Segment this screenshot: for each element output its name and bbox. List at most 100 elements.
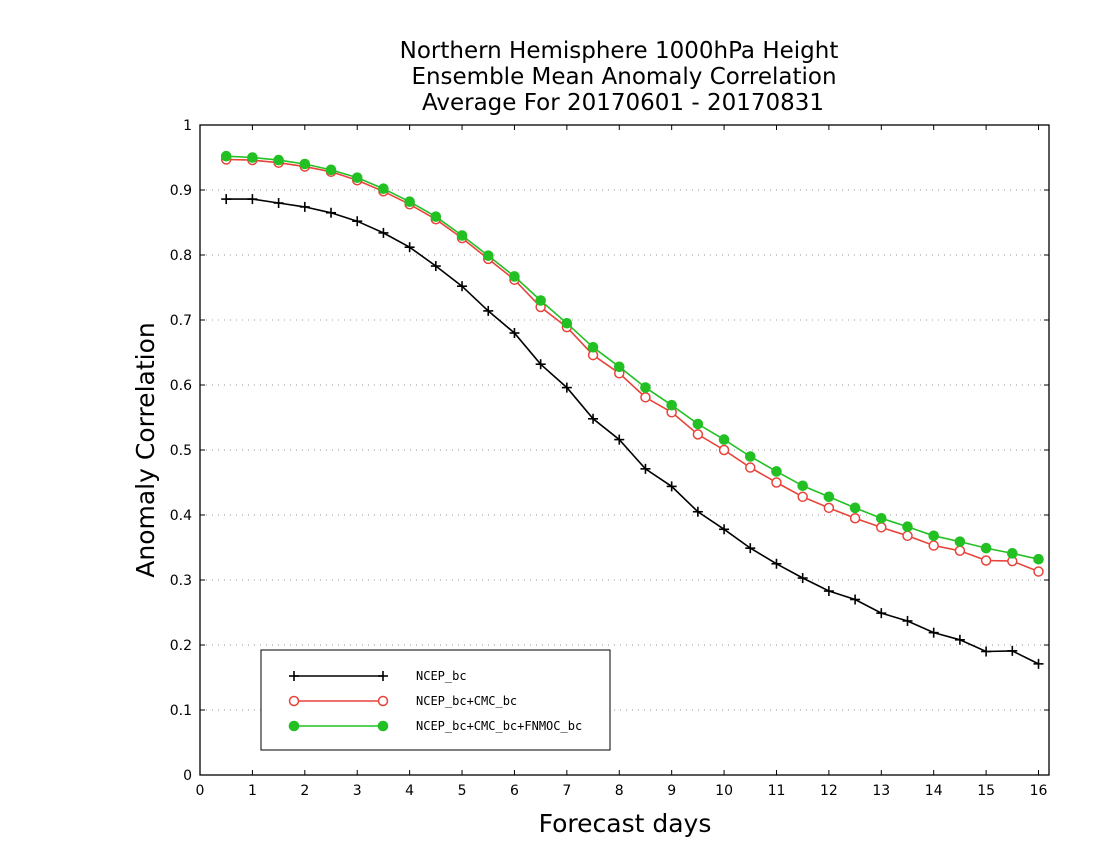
data-point (954, 634, 965, 645)
data-point (745, 543, 756, 554)
data-point (928, 627, 939, 638)
x-tick-label: 15 (977, 783, 995, 799)
data-point (1007, 645, 1018, 656)
x-tick-label: 4 (405, 783, 414, 799)
y-tick-label: 0 (183, 768, 192, 784)
x-tick-label: 3 (353, 783, 362, 799)
data-point (288, 720, 300, 732)
legend-box (260, 649, 611, 751)
x-tick-label: 8 (615, 783, 624, 799)
data-point (797, 480, 808, 492)
data-series (220, 150, 1044, 669)
data-point (823, 586, 834, 597)
y-tick-label: 0.5 (170, 443, 192, 459)
data-point (876, 608, 887, 619)
data-point (640, 382, 651, 393)
y-tick-label: 0.4 (170, 508, 192, 524)
data-point (980, 555, 992, 566)
data-point (273, 198, 284, 208)
data-point (351, 172, 363, 183)
axis-ticks (199, 124, 1049, 776)
data-point (483, 305, 494, 316)
chart-title: Northern Hemisphere 1000hPa Height Ensem… (400, 38, 839, 116)
title-line-1: Northern Hemisphere 1000hPa Height (400, 38, 839, 64)
y-tick-label: 0.6 (170, 378, 192, 394)
data-point (823, 491, 835, 503)
title-line-3: Average For 20170601 - 20170831 (422, 90, 824, 116)
y-tick-label: 0.1 (170, 703, 192, 719)
x-tick-label: 2 (300, 783, 309, 799)
data-point (378, 227, 389, 238)
data-point (849, 502, 861, 514)
x-tick-label: 11 (768, 783, 786, 799)
data-point (535, 359, 546, 370)
data-point (1033, 553, 1044, 565)
data-point (613, 361, 625, 373)
data-point (378, 183, 389, 194)
data-point (1033, 658, 1044, 669)
data-point (902, 521, 913, 533)
data-point (902, 615, 913, 626)
data-point (404, 242, 415, 253)
data-point (1007, 548, 1018, 559)
data-point (640, 392, 651, 403)
legend-entry: NCEP_bc+CMC_bc+FNMOC_bc (288, 719, 582, 733)
data-point (377, 695, 389, 707)
legend: NCEP_bc NCEP_bc+CMC_bc NCEP_bc+CMC_bc+FNMO… (260, 649, 611, 751)
data-point (771, 477, 782, 488)
data-point (247, 152, 258, 163)
data-point (823, 502, 835, 514)
data-point (221, 194, 232, 205)
x-tick-label: 6 (510, 783, 519, 799)
x-tick-label: 5 (458, 783, 467, 799)
data-point (902, 530, 913, 542)
data-point (325, 164, 337, 176)
x-tick-label: 16 (1030, 783, 1048, 799)
legend-label: NCEP_bc+CMC_bc+FNMOC_bc (416, 719, 582, 733)
data-point (981, 646, 992, 657)
x-tick-label: 0 (196, 783, 205, 799)
data-point (247, 194, 258, 205)
data-point (928, 530, 940, 542)
title-line-2: Ensemble Mean Anomaly Correlation (411, 64, 836, 90)
data-point (326, 207, 337, 218)
data-point (456, 230, 468, 241)
legend-label: NCEP_bc (416, 669, 467, 683)
data-point (220, 150, 232, 162)
x-tick-label: 7 (562, 783, 571, 799)
data-point (509, 328, 520, 338)
data-point (718, 434, 730, 445)
x-tick-label: 10 (715, 783, 733, 799)
data-point (614, 434, 625, 445)
data-point (430, 261, 441, 272)
y-tick-label: 0.2 (170, 638, 192, 654)
data-point (378, 671, 388, 681)
data-point (692, 506, 703, 517)
data-point (797, 573, 808, 584)
series-line (226, 198, 1039, 665)
data-point (588, 413, 599, 424)
data-point (404, 196, 415, 207)
data-point (587, 342, 599, 353)
data-point (797, 491, 808, 503)
gridlines (200, 189, 1049, 711)
y-tick-label: 0.9 (170, 183, 192, 199)
data-point (849, 513, 861, 524)
x-tick-label: 12 (820, 783, 838, 799)
data-point (299, 158, 311, 170)
y-axis-label: Anomaly Correlation (131, 322, 160, 577)
data-point (692, 418, 704, 430)
data-point (745, 462, 756, 473)
series-1 (221, 194, 1044, 669)
legend-entry: NCEP_bc+CMC_bc (288, 694, 517, 708)
y-tick-label: 0.8 (170, 248, 192, 264)
data-point (666, 399, 677, 411)
data-point (299, 201, 310, 212)
data-point (771, 558, 782, 569)
data-point (954, 545, 966, 556)
data-point (850, 594, 861, 605)
data-point (640, 463, 651, 474)
x-tick-label: 13 (872, 783, 890, 799)
data-point (535, 295, 546, 306)
